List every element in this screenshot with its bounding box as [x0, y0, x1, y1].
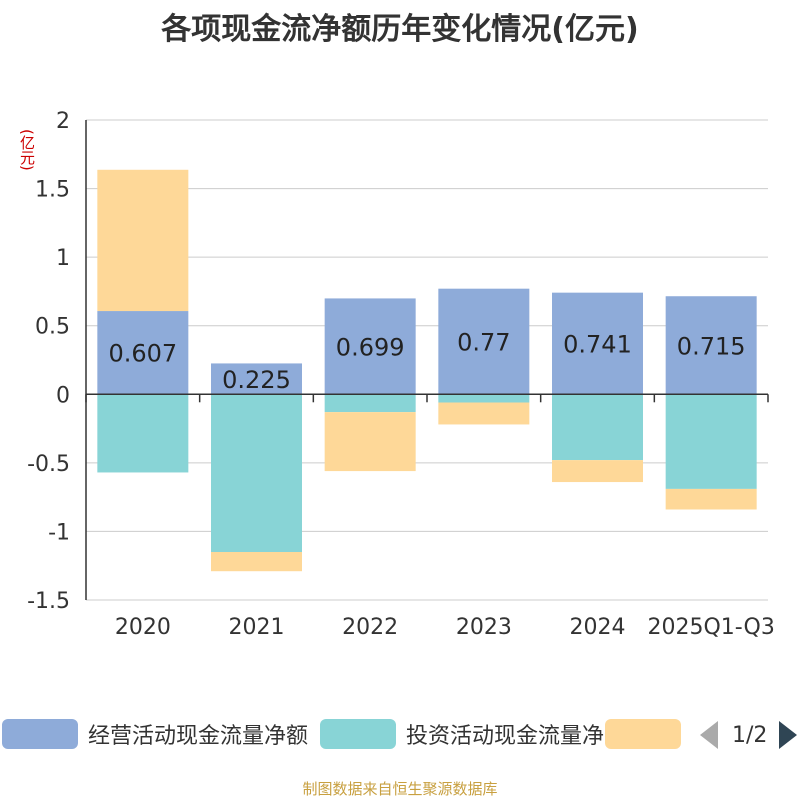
- data-label-2025Q1-Q3: 0.715: [677, 332, 746, 360]
- y-tick-label: 1.5: [35, 178, 70, 203]
- legend-pager: 1/2: [700, 720, 798, 750]
- y-tick-label: 0.5: [35, 315, 70, 340]
- stacked-bar-chart: 2 1.5 1 0.5 0 -0.5 -1 -1.5 0.607 0.225 0.699 0.77 0.…: [27, 109, 775, 640]
- legend-item-investing[interactable]: 投资活动现金流量净额: [320, 719, 627, 749]
- bar-2024-series-0: [552, 292, 643, 395]
- legend-next-page-icon[interactable]: [779, 721, 798, 749]
- bar-2020-series-1: [97, 394, 189, 473]
- chart-title: 各项现金流净额历年变化情况(亿元): [161, 12, 639, 47]
- bar-2025Q1-Q3-series-0: [665, 296, 757, 395]
- legend-item-financing[interactable]: [605, 719, 691, 749]
- x-tick-label: 2024: [570, 615, 626, 640]
- x-tick-label: 2021: [229, 615, 285, 640]
- bar-2022-series-1: [324, 394, 416, 413]
- data-label-2022: 0.699: [336, 333, 405, 361]
- legend-swatch-operating: [2, 719, 78, 749]
- bar-2021-series-1: [211, 394, 302, 552]
- bar-2025Q1-Q3-series-1: [665, 394, 757, 489]
- y-tick-label: -1: [48, 520, 70, 545]
- legend-prev-page-icon[interactable]: [700, 721, 718, 749]
- bar-2022-series-0: [324, 298, 416, 395]
- y-axis-unit-label: (亿元): [18, 129, 36, 171]
- bar-2023-series-2: [438, 402, 530, 425]
- legend-label-operating: 经营活动现金流量净额: [88, 724, 309, 749]
- legend-label-investing: 投资活动现金流量净额: [406, 724, 627, 749]
- data-label-2020: 0.607: [108, 340, 177, 368]
- y-tick-label: 2: [56, 109, 70, 134]
- y-tick-label: -1.5: [27, 589, 70, 614]
- legend: 经营活动现金流量净额 投资活动现金流量净额 1/2: [0, 712, 800, 756]
- legend-item-operating[interactable]: 经营活动现金流量净额: [2, 719, 309, 749]
- data-source-note: 制图数据来自恒生聚源数据库: [302, 780, 498, 798]
- y-tick-label: 0: [56, 383, 70, 408]
- x-tick-label: 2022: [342, 615, 398, 640]
- legend-swatch-investing: [320, 719, 396, 749]
- y-tick-label: 1: [56, 246, 70, 271]
- bar-2022-series-2: [324, 412, 416, 472]
- bar-2021-series-0: [211, 363, 302, 395]
- bar-2023-series-0: [438, 288, 530, 395]
- bar-2023-series-1: [438, 394, 530, 403]
- legend-page-indicator: 1/2: [732, 722, 768, 748]
- x-tick-label: 2023: [456, 615, 512, 640]
- y-tick-label: -0.5: [27, 452, 70, 477]
- bar-2020-series-0: [97, 311, 189, 395]
- data-label-2024: 0.741: [563, 330, 632, 358]
- bar-2021-series-2: [211, 552, 302, 572]
- x-tick-label: 2025Q1-Q3: [647, 615, 774, 640]
- legend-swatch-financing: [605, 719, 681, 749]
- bar-2025Q1-Q3-series-2: [665, 488, 757, 510]
- bar-2024-series-1: [552, 394, 643, 461]
- data-label-2023: 0.77: [457, 328, 510, 356]
- bar-2020-series-2: [97, 169, 189, 312]
- x-tick-label: 2020: [115, 615, 171, 640]
- bar-2024-series-2: [552, 460, 643, 483]
- data-label-2021: 0.225: [222, 366, 291, 394]
